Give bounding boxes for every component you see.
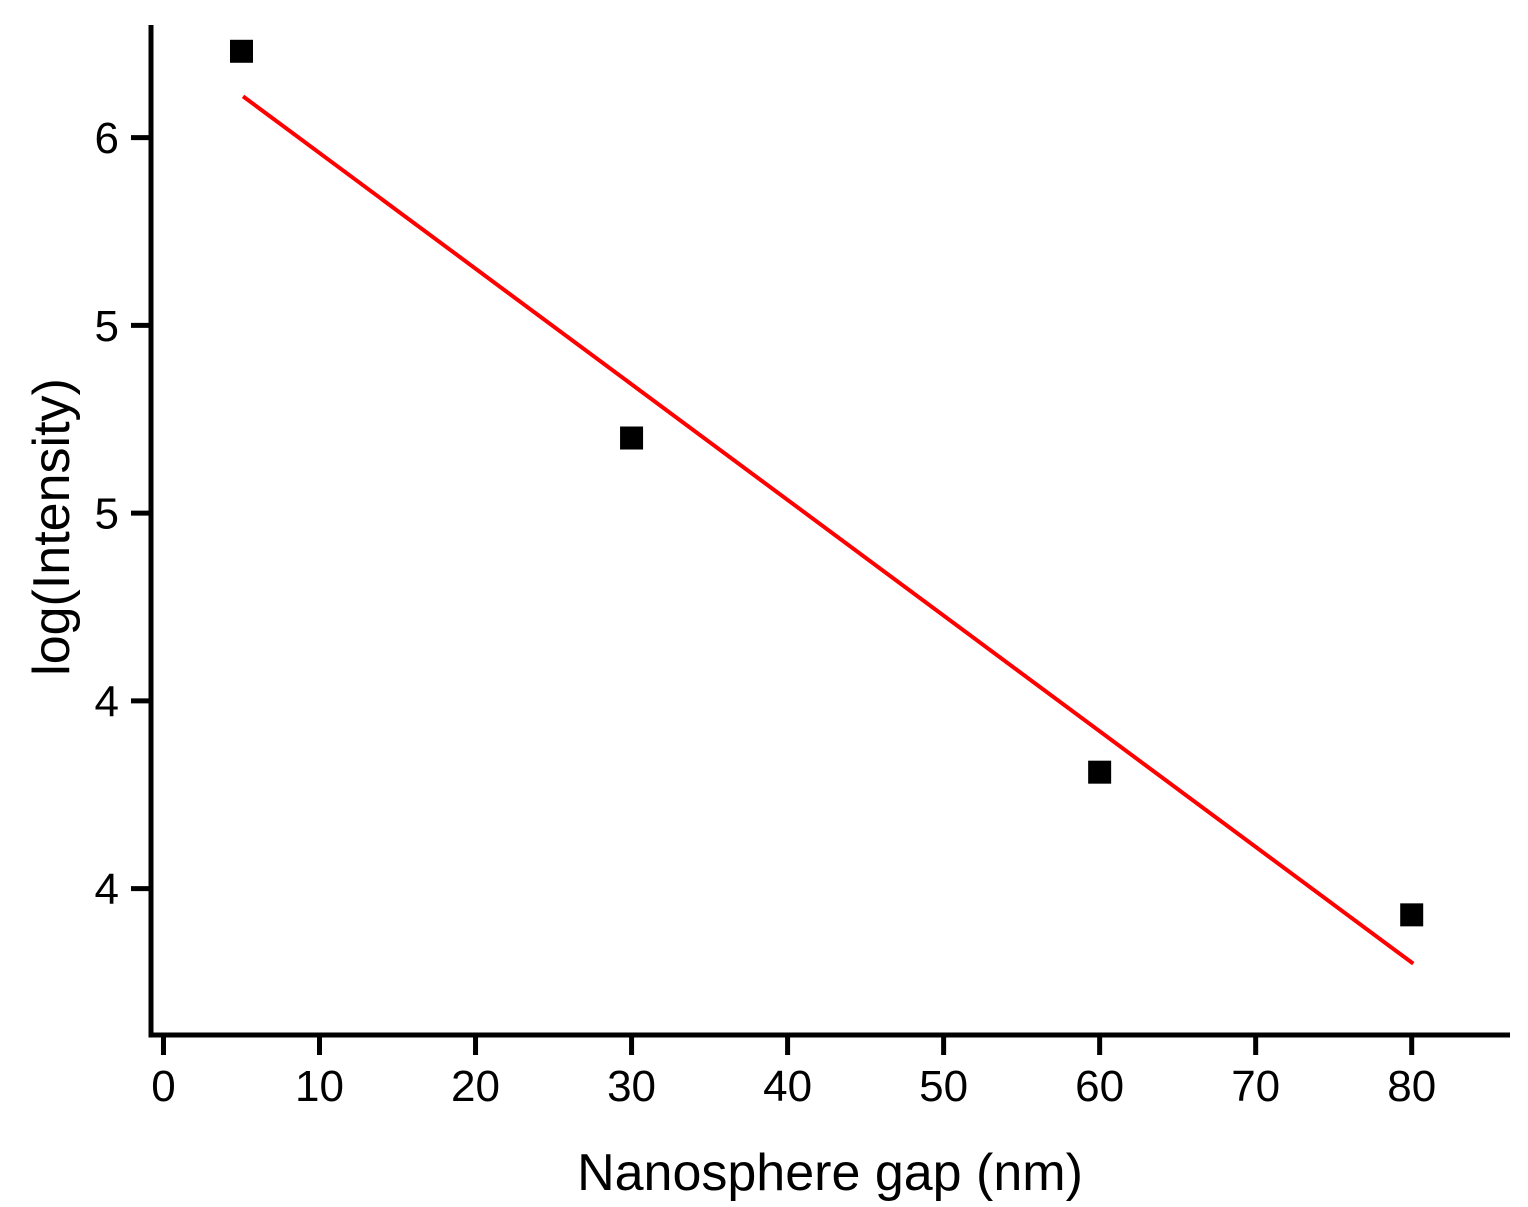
data-point-marker <box>620 426 644 450</box>
x-tick-label: 50 <box>919 1062 968 1111</box>
x-tick-label: 80 <box>1387 1062 1436 1111</box>
y-tick-label: 5 <box>95 490 119 539</box>
y-tick-label: 4 <box>95 865 119 914</box>
x-tick-label: 10 <box>295 1062 344 1111</box>
y-tick-label: 5 <box>95 302 119 351</box>
x-axis-title: Nanosphere gap (nm) <box>577 1144 1083 1202</box>
fit-line <box>241 94 1415 966</box>
data-point-marker <box>229 39 253 63</box>
x-tick-label: 70 <box>1231 1062 1280 1111</box>
y-axis-title: log(Intensity) <box>23 378 81 676</box>
y-tick-label: 4 <box>95 677 119 726</box>
x-tick-label: 20 <box>451 1062 500 1111</box>
x-tick-label: 30 <box>607 1062 656 1111</box>
data-point-marker <box>1088 760 1112 784</box>
x-tick-label: 40 <box>763 1062 812 1111</box>
x-tick-label: 60 <box>1075 1062 1124 1111</box>
data-point-marker <box>1400 903 1424 927</box>
y-tick-label: 6 <box>95 114 119 163</box>
x-tick-label: 0 <box>151 1062 175 1111</box>
